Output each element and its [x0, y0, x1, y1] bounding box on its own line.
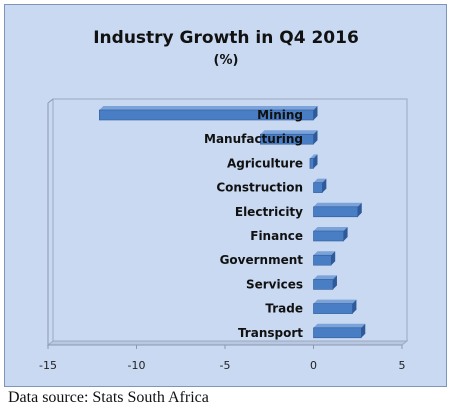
bars	[99, 106, 366, 339]
category-label-transport: Transport	[238, 326, 303, 340]
category-label-agriculture: Agriculture	[227, 156, 303, 170]
x-axis-ticks: -15 -10 -5 0 5	[39, 345, 406, 372]
bar-electricity	[313, 202, 362, 218]
x-tick-label: -10	[128, 359, 146, 372]
category-label-mining: Mining	[257, 108, 303, 122]
bar-manufacturing	[260, 130, 318, 145]
category-labels: Mining Manufacturing Agriculture Constructi…	[204, 108, 303, 340]
chart-title: Industry Growth in Q4 2016	[93, 28, 359, 48]
category-label-trade: Trade	[265, 302, 303, 316]
bar-transport	[313, 323, 366, 339]
x-tick-label: 0	[310, 359, 317, 372]
chart-frame: Industry Growth in Q4 2016 (%) Mining Man…	[4, 4, 447, 387]
category-label-finance: Finance	[250, 229, 303, 243]
bar-services	[313, 275, 337, 290]
left-wall-top-edge	[47, 98, 54, 104]
category-label-manufacturing: Manufacturing	[204, 132, 303, 146]
x-tick-label: 5	[399, 359, 406, 372]
plot-walls	[46, 98, 409, 346]
x-tick-label: -15	[39, 359, 57, 372]
bar-government	[313, 251, 336, 266]
bar-trade	[313, 299, 357, 314]
category-label-government: Government	[220, 253, 304, 267]
plot-floor	[46, 340, 409, 346]
bar-mining	[99, 106, 318, 121]
source-note: Data source: Stats South Africa	[8, 389, 209, 406]
industry-growth-chart: Industry Growth in Q4 2016 (%) Mining Man…	[39, 28, 409, 372]
category-label-construction: Construction	[216, 181, 303, 195]
bar-construction	[313, 178, 327, 193]
category-label-electricity: Electricity	[235, 205, 303, 219]
chart-subtitle: (%)	[214, 53, 239, 68]
bar-agriculture	[309, 154, 318, 169]
category-label-services: Services	[246, 277, 303, 291]
x-tick-label: -5	[220, 359, 231, 372]
bar-finance	[313, 227, 348, 242]
